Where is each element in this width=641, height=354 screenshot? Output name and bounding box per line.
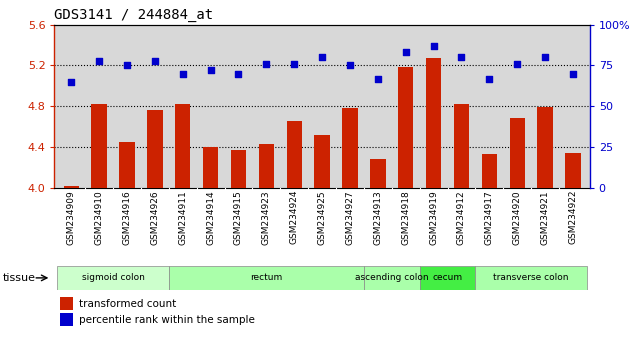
- Bar: [203, 147, 219, 188]
- Bar: [481, 154, 497, 188]
- Bar: [364, 266, 420, 290]
- Text: GSM234919: GSM234919: [429, 190, 438, 245]
- Bar: [454, 104, 469, 188]
- Text: cecum: cecum: [433, 273, 463, 282]
- Bar: [119, 142, 135, 188]
- Text: GSM234914: GSM234914: [206, 190, 215, 245]
- Bar: [342, 108, 358, 188]
- Bar: [537, 107, 553, 188]
- Text: ascending colon: ascending colon: [355, 273, 429, 282]
- Point: [512, 61, 522, 67]
- Bar: [315, 135, 329, 188]
- Text: GSM234911: GSM234911: [178, 190, 187, 245]
- Bar: [398, 67, 413, 188]
- Text: GSM234921: GSM234921: [540, 190, 549, 245]
- Point: [456, 55, 467, 60]
- Bar: [565, 153, 581, 188]
- Bar: [231, 150, 246, 188]
- Text: GDS3141 / 244884_at: GDS3141 / 244884_at: [54, 8, 213, 22]
- Bar: [510, 118, 525, 188]
- Point: [317, 55, 328, 60]
- Point: [122, 63, 132, 68]
- Text: GSM234927: GSM234927: [345, 190, 354, 245]
- Text: rectum: rectum: [250, 273, 283, 282]
- Text: sigmoid colon: sigmoid colon: [81, 273, 144, 282]
- Text: GSM234918: GSM234918: [401, 190, 410, 245]
- Text: GSM234913: GSM234913: [373, 190, 382, 245]
- Point: [233, 71, 244, 76]
- Text: transverse colon: transverse colon: [494, 273, 569, 282]
- Bar: [476, 266, 587, 290]
- Bar: [57, 266, 169, 290]
- Point: [206, 68, 216, 73]
- Point: [178, 71, 188, 76]
- Bar: [60, 313, 73, 326]
- Text: tissue: tissue: [3, 273, 36, 283]
- Text: GSM234916: GSM234916: [122, 190, 131, 245]
- Bar: [147, 110, 163, 188]
- Text: GSM234912: GSM234912: [457, 190, 466, 245]
- Point: [428, 43, 438, 49]
- Bar: [60, 297, 73, 310]
- Bar: [370, 159, 385, 188]
- Bar: [92, 104, 107, 188]
- Text: GSM234926: GSM234926: [151, 190, 160, 245]
- Point: [372, 76, 383, 81]
- Point: [150, 58, 160, 63]
- Point: [66, 79, 76, 85]
- Point: [262, 61, 272, 67]
- Bar: [259, 144, 274, 188]
- Text: GSM234920: GSM234920: [513, 190, 522, 245]
- Text: GSM234909: GSM234909: [67, 190, 76, 245]
- Text: GSM234925: GSM234925: [317, 190, 327, 245]
- Text: GSM234924: GSM234924: [290, 190, 299, 245]
- Bar: [426, 58, 441, 188]
- Bar: [63, 185, 79, 188]
- Text: percentile rank within the sample: percentile rank within the sample: [79, 315, 254, 325]
- Text: GSM234923: GSM234923: [262, 190, 271, 245]
- Text: GSM234917: GSM234917: [485, 190, 494, 245]
- Point: [289, 61, 299, 67]
- Bar: [287, 121, 302, 188]
- Bar: [169, 266, 364, 290]
- Point: [540, 55, 550, 60]
- Text: transformed count: transformed count: [79, 299, 176, 309]
- Text: GSM234910: GSM234910: [95, 190, 104, 245]
- Point: [345, 63, 355, 68]
- Text: GSM234922: GSM234922: [569, 190, 578, 245]
- Point: [568, 71, 578, 76]
- Point: [484, 76, 494, 81]
- Point: [94, 58, 104, 63]
- Text: GSM234915: GSM234915: [234, 190, 243, 245]
- Bar: [420, 266, 476, 290]
- Bar: [175, 104, 190, 188]
- Point: [401, 50, 411, 55]
